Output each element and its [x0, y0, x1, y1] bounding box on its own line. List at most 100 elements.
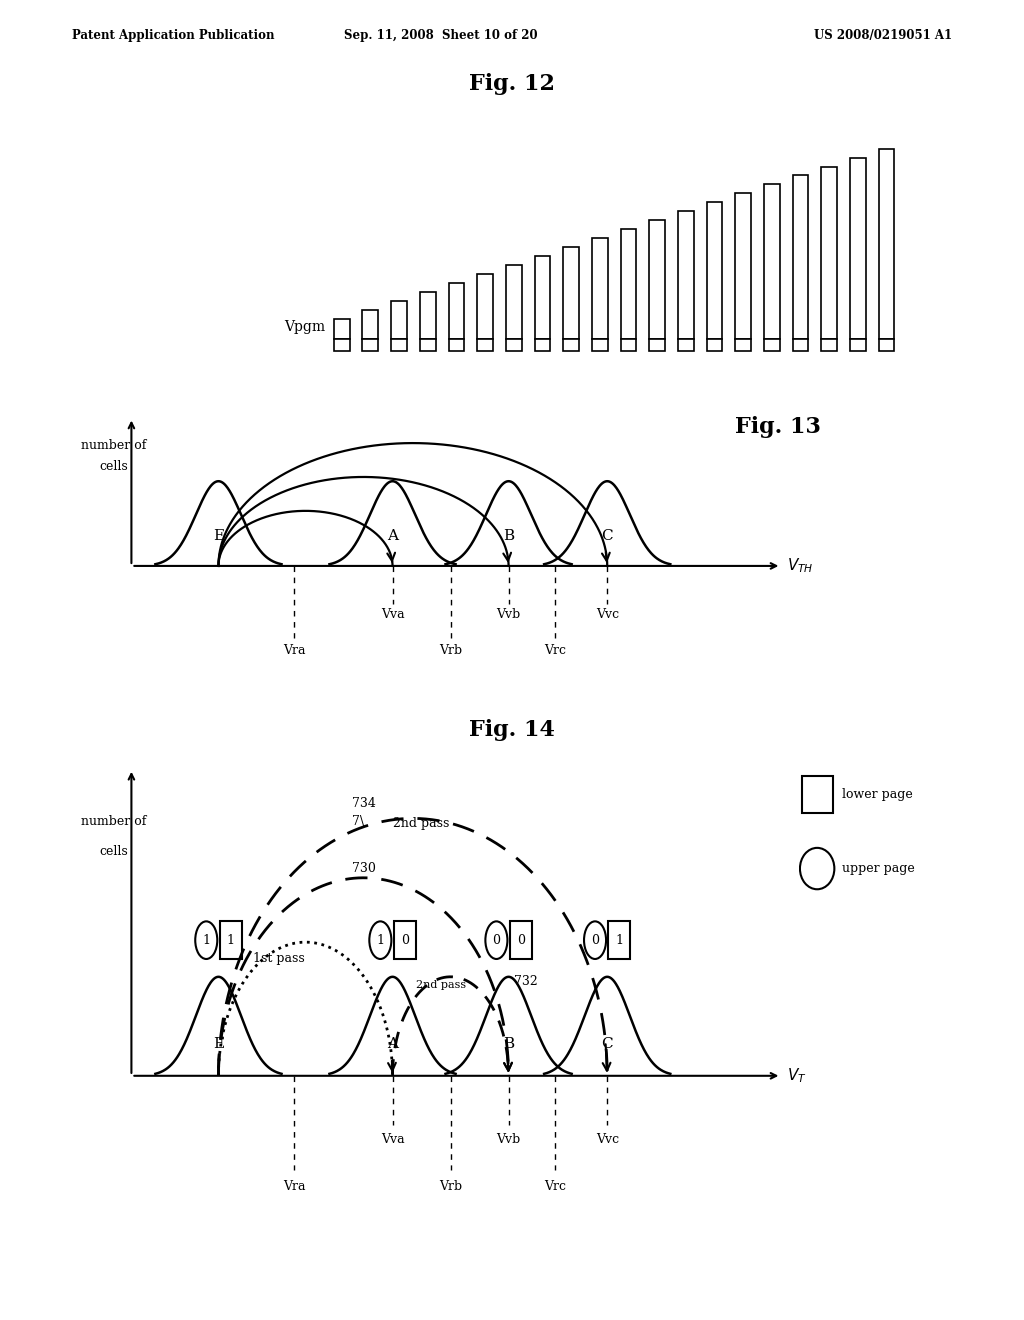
Text: 730: 730 [351, 862, 376, 875]
Text: Fig. 13: Fig. 13 [735, 416, 821, 438]
Bar [449, 282, 464, 339]
Bar [592, 239, 607, 339]
Bar [449, 339, 464, 351]
Bar [510, 921, 531, 958]
Bar [420, 339, 435, 351]
Text: Vrc: Vrc [544, 1180, 566, 1193]
Circle shape [800, 847, 835, 890]
Text: A: A [387, 1038, 398, 1051]
Text: Vvb: Vvb [497, 1133, 521, 1146]
Text: 734: 734 [352, 797, 376, 810]
Text: Vvc: Vvc [596, 1133, 618, 1146]
Text: Patent Application Publication: Patent Application Publication [72, 29, 274, 42]
Bar [821, 166, 837, 339]
Text: $V_{TH}$: $V_{TH}$ [787, 557, 814, 576]
Text: 0: 0 [493, 933, 501, 946]
Text: 1st pass: 1st pass [253, 953, 305, 965]
Bar [477, 275, 493, 339]
Text: Vra: Vra [283, 1180, 305, 1193]
Text: Vrc: Vrc [544, 644, 566, 657]
Circle shape [584, 921, 606, 958]
Text: A: A [387, 529, 398, 544]
Text: B: B [503, 1038, 514, 1051]
Bar [649, 220, 665, 339]
Text: C: C [601, 1038, 613, 1051]
Bar [477, 339, 493, 351]
Text: Vva: Vva [381, 609, 404, 622]
Text: 1: 1 [377, 933, 384, 946]
Bar [802, 776, 833, 813]
Text: upper page: upper page [842, 862, 914, 875]
Bar [420, 292, 435, 339]
Bar [592, 339, 607, 351]
Circle shape [485, 921, 508, 958]
Text: Sep. 11, 2008  Sheet 10 of 20: Sep. 11, 2008 Sheet 10 of 20 [343, 29, 538, 42]
Bar [707, 339, 722, 351]
Text: Vva: Vva [381, 1133, 404, 1146]
Bar [793, 176, 808, 339]
Bar [649, 339, 665, 351]
Text: number of: number of [81, 438, 146, 451]
Text: 2nd pass: 2nd pass [416, 979, 466, 990]
Text: US 2008/0219051 A1: US 2008/0219051 A1 [814, 29, 952, 42]
Bar [764, 185, 779, 339]
Bar [535, 256, 550, 339]
Text: Vvb: Vvb [497, 609, 521, 622]
Text: Vvc: Vvc [596, 609, 618, 622]
Bar [563, 339, 579, 351]
Bar [362, 339, 378, 351]
Bar [678, 339, 693, 351]
Text: E: E [213, 529, 224, 544]
Bar [879, 339, 894, 351]
Text: Vrb: Vrb [439, 644, 462, 657]
Text: Fig. 12: Fig. 12 [469, 73, 555, 95]
Text: C: C [601, 529, 613, 544]
Text: 2nd pass: 2nd pass [392, 817, 449, 830]
Text: cells: cells [99, 845, 128, 858]
Text: lower page: lower page [842, 788, 912, 801]
Text: number of: number of [81, 816, 146, 829]
Text: 732: 732 [514, 975, 539, 989]
Bar [506, 339, 521, 351]
Text: Vra: Vra [283, 644, 305, 657]
Bar [506, 265, 521, 339]
Bar [735, 194, 751, 339]
Bar [793, 339, 808, 351]
Text: B: B [503, 529, 514, 544]
Text: 1: 1 [203, 933, 210, 946]
Bar [334, 339, 349, 351]
Bar [362, 310, 378, 339]
Bar [735, 339, 751, 351]
Bar [850, 339, 865, 351]
Bar [879, 149, 894, 339]
Text: 0: 0 [591, 933, 599, 946]
Bar [334, 319, 349, 339]
Text: 1: 1 [615, 933, 624, 946]
Bar [535, 339, 550, 351]
Text: Fig. 14: Fig. 14 [469, 719, 555, 742]
Bar [393, 921, 416, 958]
Bar [391, 301, 407, 339]
Circle shape [370, 921, 391, 958]
Bar [764, 339, 779, 351]
Bar [621, 339, 636, 351]
Bar [821, 339, 837, 351]
Text: E: E [213, 1038, 224, 1051]
Circle shape [196, 921, 217, 958]
Text: 1: 1 [226, 933, 234, 946]
Bar [563, 247, 579, 339]
Bar [678, 211, 693, 339]
Bar [219, 921, 242, 958]
Bar [608, 921, 631, 958]
Text: Vrb: Vrb [439, 1180, 462, 1193]
Text: cells: cells [99, 459, 128, 473]
Bar [707, 202, 722, 339]
Bar [391, 339, 407, 351]
Bar [621, 230, 636, 339]
Text: 0: 0 [517, 933, 524, 946]
Text: $V_T$: $V_T$ [787, 1067, 807, 1085]
Text: 7\: 7\ [352, 816, 365, 829]
Text: Vpgm: Vpgm [284, 319, 326, 334]
Text: 0: 0 [400, 933, 409, 946]
Bar [850, 157, 865, 339]
